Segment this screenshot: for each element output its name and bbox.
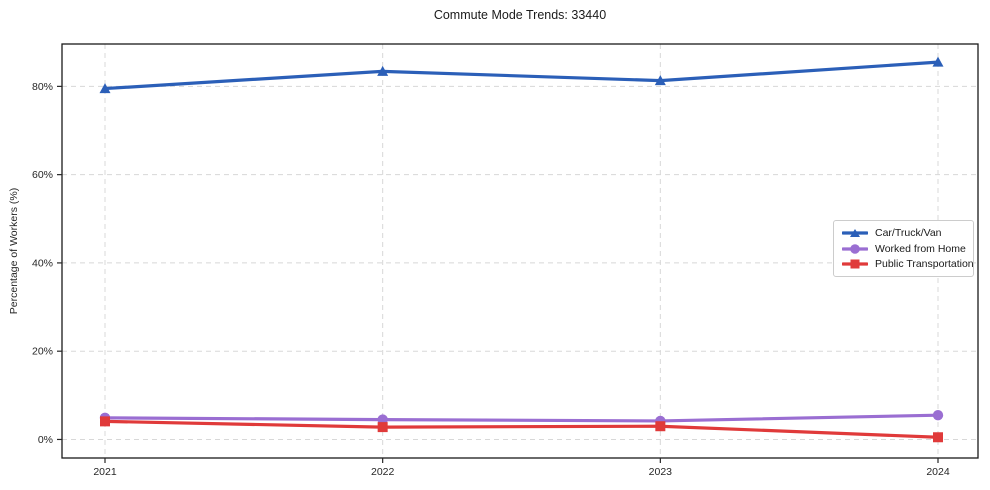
marker-triangle-2022 xyxy=(377,65,389,76)
y-tick-label: 80% xyxy=(32,81,53,93)
x-tick-label: 2024 xyxy=(926,466,950,478)
marker-square-2023 xyxy=(655,421,666,432)
x-tick-label: 2022 xyxy=(371,466,395,478)
car-truck-van-swatch-icon xyxy=(842,229,868,237)
series-line-public-transportation xyxy=(103,419,940,439)
marker-triangle-2024 xyxy=(932,56,944,67)
legend-item-worked-from-home: Worked from Home xyxy=(842,242,966,255)
y-tick-label: 0% xyxy=(38,434,53,446)
legend-item-car-truck-van: Car/Truck/Van xyxy=(842,227,965,239)
x-tick-label: 2021 xyxy=(93,466,117,478)
legend-label: Public Transportation xyxy=(875,258,974,270)
series-line-car-truck-van xyxy=(103,60,940,91)
plot-frame xyxy=(61,43,979,459)
worked-from-home-swatch-icon xyxy=(842,243,868,254)
legend: Car/Truck/Van Worked from Home Public Tr… xyxy=(833,220,974,277)
chart-title: Commute Mode Trends: 33440 xyxy=(433,8,607,22)
marker-circle-2024 xyxy=(932,409,944,421)
public-transportation-swatch-icon xyxy=(842,259,868,269)
marker-triangle-2023 xyxy=(654,75,666,86)
marker-square-2022 xyxy=(377,422,388,433)
x-tick-label: 2023 xyxy=(649,466,673,478)
y-tick-label: 40% xyxy=(32,257,53,269)
legend-item-public-transportation: Public Transportation xyxy=(842,258,974,270)
legend-label: Worked from Home xyxy=(875,242,966,255)
marker-square-2021 xyxy=(100,416,110,427)
marker-triangle-2021 xyxy=(99,83,111,94)
y-tick-label: 20% xyxy=(32,346,53,358)
marker-square-2024 xyxy=(933,432,943,443)
series-line-worked-from-home xyxy=(103,413,940,423)
y-tick-label: 60% xyxy=(32,169,53,181)
legend-label: Car/Truck/Van xyxy=(875,227,942,239)
